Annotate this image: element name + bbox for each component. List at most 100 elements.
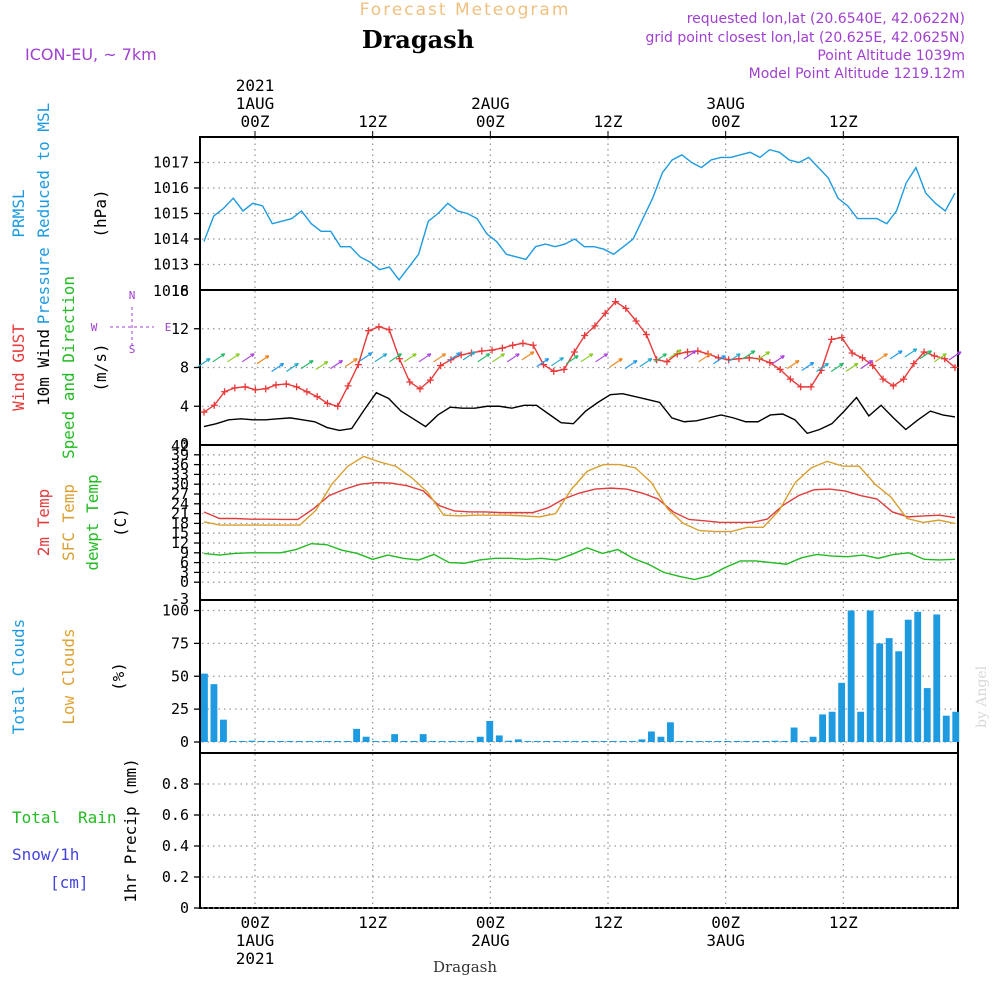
cloud-bar [838,682,846,742]
series-marker [210,401,218,409]
cloud-bar [619,741,627,742]
wind-arrow [330,360,343,370]
series-marker [385,326,393,334]
wind-arrow-head [736,353,741,358]
series-marker [900,375,908,383]
series-marker [570,348,578,356]
y-tick-label: 21 [171,505,189,523]
wind-arrow [639,358,653,368]
wind-arrow [300,360,314,370]
series-marker [642,331,650,339]
credit-text: by Angel [974,665,990,728]
cloud-bar [628,741,636,742]
series-marker [776,365,784,373]
wind-arrow-head [367,352,373,357]
series-marker [663,358,671,366]
wind-arrow-head [618,358,623,362]
series-marker [478,347,486,355]
wind-arrow-head [632,359,638,364]
cloud-bar [334,741,341,742]
series-marker [560,365,568,373]
series-marker [231,384,239,392]
cloud-bar [914,611,922,742]
series-marker [632,317,640,325]
series-marker [509,341,517,349]
top-time-label: 00Z [476,112,505,131]
wind-arrow-head [205,358,211,362]
series-marker [282,380,290,388]
top-time-label: 00Z [241,112,270,131]
y-tick-label: 0.8 [162,775,189,793]
y-tick-label: 33 [171,465,189,483]
wind-arrow-head [647,358,653,362]
bottom-time-label: 3AUG [706,931,745,950]
series-marker [323,399,331,407]
series-marker [251,386,259,394]
series-marker [241,383,249,391]
wind-arrow-head [515,353,520,358]
cloud-bar [372,741,380,742]
y-tick-label: -3 [171,590,189,608]
wind-arrow [786,360,800,370]
cloud-bar [876,643,884,742]
series-marker [262,385,270,393]
series-marker [498,344,506,352]
panel-axis-label: Low Clouds [59,628,78,724]
series-marker [416,385,424,393]
wind-arrow [948,351,962,361]
wind-arrow [654,353,667,363]
series-marker [797,383,805,391]
wind-arrow [227,353,240,363]
wind-arrow-head [883,353,888,358]
cloud-bar [552,741,560,742]
series-marker [920,348,928,356]
panel-axis-label: (m/s) [91,343,110,391]
wind-arrow-head [412,353,417,358]
bottom-time-label: 12Z [829,913,858,932]
wind-arrow-head [662,353,667,358]
wind-arrow [506,353,520,363]
y-tick-label: 0.2 [162,868,189,886]
cloud-bar [695,741,703,742]
wind-arrow-head [839,362,844,367]
panel-frame [199,752,959,909]
wind-arrow-head [264,355,270,360]
wind-arrow-head [588,353,594,358]
wind-arrow [595,353,608,363]
cloud-bar [315,741,322,742]
panel-axis-label: (%) [109,662,128,691]
series-marker [889,382,897,390]
panel-axis-label: PRMSL [9,189,28,237]
wind-arrow-head [765,351,771,356]
series-marker [786,375,794,383]
cloud-bar [220,719,227,742]
cloud-bar [657,736,665,742]
y-tick-label: 1013 [153,256,189,274]
wind-arrow-head [809,361,815,366]
cloud-bar [828,711,836,742]
panels-layer: 1013 1014 1015 1016 1017 1018 PRMSL Pressure Re… [9,103,962,917]
cloud-bar [609,741,617,742]
series-marker [221,388,229,396]
cloud-bar [724,741,731,742]
wind-arrow [374,353,388,363]
wind-arrow [933,353,947,363]
series-marker [930,352,938,360]
model-label: ICON-EU, ~ 7km [25,45,157,64]
series-marker [612,298,620,306]
cloud-bar [590,741,598,742]
wind-arrow [771,355,785,365]
wind-arrow [418,353,432,363]
wind-arrow [492,353,505,363]
panel-axis-label: Snow/1h [12,845,79,864]
top-time-label: 12Z [594,112,623,131]
cloud-bar [686,741,693,742]
y-tick-label: 15 [171,524,189,542]
wind-arrow-head [544,358,550,362]
wind-arrow-head [603,353,609,358]
cloud-bar [952,711,960,742]
wind-arrow-head [691,350,697,355]
compass-letter: N [129,289,136,302]
cloud-bar [571,741,579,742]
wind-arrow [830,363,844,372]
